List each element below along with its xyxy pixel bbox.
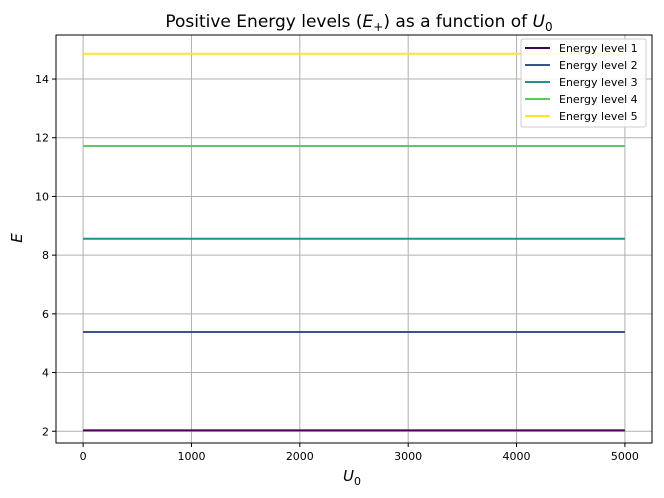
x-axis-label: U0 (343, 467, 361, 488)
y-tick-label: 14 (35, 73, 49, 86)
legend-items: Energy level 1 Energy level 2 Energy level… (525, 42, 638, 123)
title-var2: U (533, 12, 546, 32)
title-sub: + (373, 20, 383, 34)
x-axis-label-sub: 0 (354, 475, 361, 488)
x-tick-label: 4000 (503, 450, 531, 463)
chart-title: Positive Energy levels (E+) as a functio… (165, 12, 552, 34)
x-tick-label: 0 (80, 450, 87, 463)
title-sub2: 0 (545, 20, 553, 34)
title-pre: Positive Energy levels ( (165, 12, 362, 32)
y-tick-label: 8 (42, 249, 49, 262)
y-tick-label: 12 (35, 132, 49, 145)
legend-label-energy-level-3: Energy level 3 (559, 76, 638, 89)
y-tick-label: 2 (42, 425, 49, 438)
title-post: ) as a function of (383, 12, 532, 32)
title-var: E (363, 12, 374, 32)
series-lines (83, 52, 625, 432)
y-axis-label: E (8, 233, 26, 243)
plot-frame (55, 34, 653, 444)
y-tick-label: 10 (35, 190, 49, 203)
y-tick-label: 6 (42, 308, 49, 321)
y-tick-label: 4 (42, 367, 49, 380)
legend-label-energy-level-4: Energy level 4 (559, 93, 638, 106)
legend-box (520, 38, 647, 128)
x-tick-label: 1000 (177, 450, 205, 463)
legend-label-energy-level-2: Energy level 2 (559, 59, 638, 72)
axis-ticks: 0 1000 2000 3000 4000 5000 2 4 6 8 10 12 14 (35, 73, 639, 463)
x-tick-label: 5000 (611, 450, 639, 463)
legend-label-energy-level-1: Energy level 1 (559, 42, 638, 55)
legend-label-energy-level-5: Energy level 5 (559, 110, 638, 123)
x-axis-label-var: U (343, 467, 354, 485)
x-tick-label: 3000 (394, 450, 422, 463)
x-tick-label: 2000 (286, 450, 314, 463)
legend: Energy level 1 Energy level 2 Energy level… (520, 38, 647, 128)
